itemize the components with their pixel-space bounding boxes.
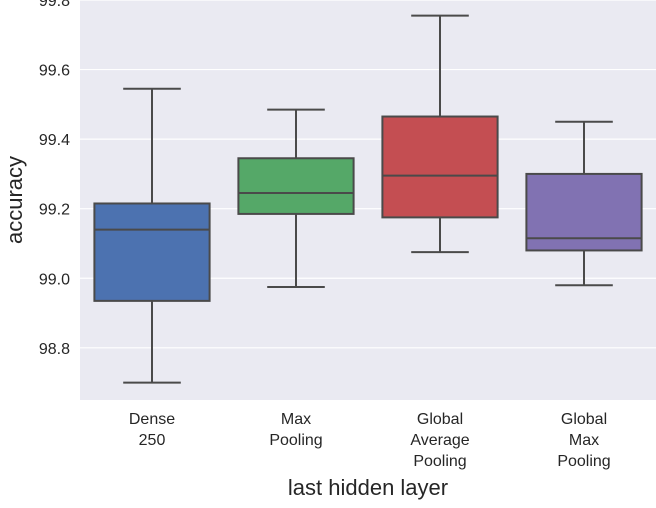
x-category-label: Global Average Pooling (410, 411, 469, 470)
box-iqr (381, 115, 499, 219)
x-category-label-line: Pooling (413, 453, 466, 470)
x-axis-title: last hidden layer (288, 475, 448, 500)
x-category-label-line: Global (417, 411, 463, 428)
box-group (525, 120, 643, 287)
y-tick-label: 99.2 (39, 202, 70, 219)
y-axis-title: accuracy (2, 156, 27, 244)
x-category-label-line: Average (410, 432, 469, 449)
box-group (93, 87, 211, 384)
x-category-label-line: Max (569, 432, 599, 449)
box-iqr (237, 157, 355, 215)
y-tick-labels: 98.8 99.0 99.2 99.4 99.6 99.8 (39, 0, 70, 358)
x-category-label: Global Max Pooling (557, 411, 610, 470)
y-tick-label: 98.8 (39, 341, 70, 358)
x-category-label: Max Pooling (269, 411, 322, 449)
x-category-label-line: Pooling (557, 453, 610, 470)
x-category-label-line: 250 (139, 432, 166, 449)
y-tick-label: 99.6 (39, 63, 70, 80)
box-group (237, 108, 355, 288)
x-category-label-line: Global (561, 411, 607, 428)
x-category-label-line: Dense (129, 411, 175, 428)
y-tick-label: 99.0 (39, 271, 70, 288)
box-series (93, 14, 643, 384)
box-iqr (93, 202, 211, 302)
y-tick-label: 99.4 (39, 132, 70, 149)
x-category-label: Dense 250 (129, 411, 175, 449)
y-tick-label: 99.8 (39, 0, 70, 10)
x-category-label-line: Max (281, 411, 311, 428)
x-category-label-line: Pooling (269, 432, 322, 449)
box-group (381, 14, 499, 254)
